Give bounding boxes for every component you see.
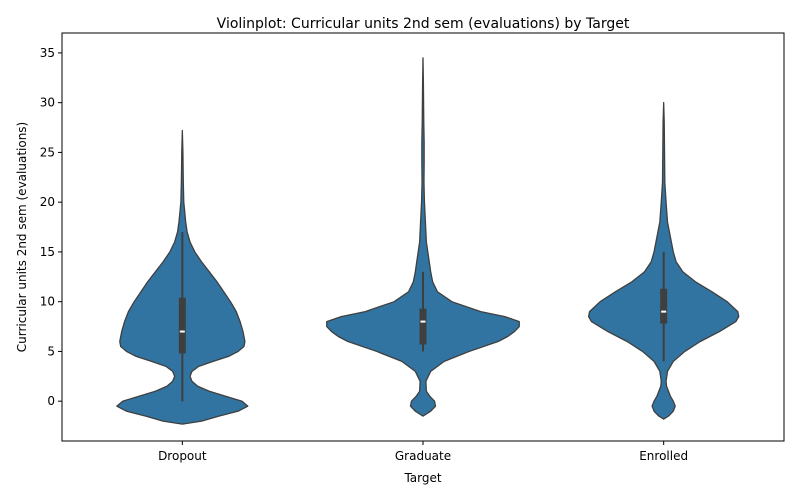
x-axis-label: Target <box>403 471 441 485</box>
x-tick-label: Graduate <box>395 449 451 463</box>
x-tick-label: Enrolled <box>639 449 688 463</box>
y-tick-label: 15 <box>40 245 55 259</box>
y-axis-label: Curricular units 2nd sem (evaluations) <box>15 122 29 352</box>
y-tick-label: 35 <box>40 46 55 60</box>
y-tick-label: 0 <box>47 394 55 408</box>
y-tick-label: 20 <box>40 195 55 209</box>
violin-iqr-box <box>178 297 186 354</box>
y-tick-label: 10 <box>40 295 55 309</box>
y-tick-label: 5 <box>47 344 55 358</box>
plot-area <box>116 57 740 425</box>
x-axis: Dropout Graduate Enrolled <box>158 441 688 463</box>
y-tick-label: 30 <box>40 96 55 110</box>
y-axis: 0 5 10 15 20 25 30 35 <box>40 46 62 408</box>
violin-iqr-box <box>419 308 427 345</box>
chart-title: Violinplot: Curricular units 2nd sem (ev… <box>217 16 630 32</box>
x-tick-label: Dropout <box>158 449 207 463</box>
violin-iqr-box <box>660 288 668 324</box>
violin-body <box>326 57 520 417</box>
y-tick-label: 25 <box>40 145 55 159</box>
